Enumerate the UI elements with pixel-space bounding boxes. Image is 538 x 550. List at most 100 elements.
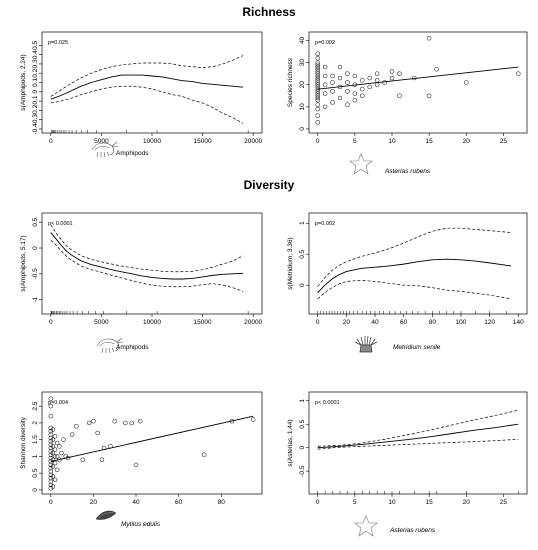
x-tick-label: 5 xyxy=(353,499,357,506)
data-point xyxy=(374,78,380,83)
fitted-line xyxy=(317,423,519,449)
p-value-annotation: p=0.004 xyxy=(48,400,68,406)
x-tick-label: 10 xyxy=(388,499,396,506)
data-point xyxy=(315,78,320,83)
plot-frame xyxy=(41,391,263,495)
data-point xyxy=(345,89,350,94)
y-tick-label: 1 xyxy=(299,399,306,403)
upper-confidence-line xyxy=(317,409,519,447)
y-tick-label: -0.4 xyxy=(32,123,39,135)
data-point xyxy=(322,82,328,87)
y-tick-label: -0.5 xyxy=(299,465,306,477)
x-tick-label: 15 xyxy=(426,138,434,145)
data-point xyxy=(315,113,320,118)
data-point xyxy=(50,427,56,432)
y-tick-label: 1.5 xyxy=(32,435,39,444)
x-axis-label: Asterias rubens xyxy=(384,168,431,175)
y-tick-label: 0.5 xyxy=(32,217,39,226)
y-axis-label: s(Metridium, 3.36) xyxy=(287,237,294,289)
data-point xyxy=(315,51,320,56)
fitted-line xyxy=(50,232,244,280)
data-point xyxy=(360,86,365,92)
data-point xyxy=(330,100,335,105)
lower-confidence-line xyxy=(50,240,244,292)
data-point xyxy=(337,95,343,101)
data-point xyxy=(86,420,92,426)
data-point xyxy=(129,420,135,426)
y-tick-label: 0 xyxy=(32,488,39,492)
data-point xyxy=(516,71,521,76)
x-axis-label: Amphipods xyxy=(116,150,149,157)
y-tick-label: 0.5 xyxy=(32,40,39,49)
data-point xyxy=(315,66,320,72)
data-point xyxy=(315,93,320,99)
y-tick-label: -0.5 xyxy=(32,268,39,280)
data-point xyxy=(374,82,380,87)
data-point xyxy=(315,60,320,65)
data-point xyxy=(52,434,58,439)
data-point xyxy=(101,445,107,451)
p-value-annotation: p=0.025 xyxy=(48,40,68,46)
lower-confidence-line xyxy=(317,438,519,450)
richness-title: Richness xyxy=(242,5,296,19)
data-point xyxy=(322,91,328,96)
x-tick-label: 20 xyxy=(463,499,471,506)
panel-p6: 0 5 10 15 20 25 -0.5 0 0.5 1 s(Asterias, 1.44) Aste… xyxy=(287,391,528,534)
lower-confidence-line xyxy=(50,85,244,124)
x-tick-label: 15 xyxy=(426,499,434,506)
x-axis-label: Asterias rubens xyxy=(389,527,436,534)
panel-p5: 0 20 40 60 80 0 0.5 1 1.5 2 2.5 Shannon diversity My… xyxy=(20,391,263,528)
x-tick-label: 5000 xyxy=(94,319,109,326)
data-point xyxy=(250,417,256,422)
data-point xyxy=(426,93,432,99)
data-point xyxy=(133,462,139,468)
upper-confidence-line xyxy=(317,227,512,287)
data-point xyxy=(360,78,365,83)
x-tick-label: 20 xyxy=(343,319,351,326)
panel-p4: 0 20 40 60 80 100 120 140 0 0.5 1 s(Metridium, 3.36… xyxy=(287,212,528,351)
data-point xyxy=(48,403,54,409)
data-point xyxy=(315,95,320,101)
data-point xyxy=(50,474,56,479)
data-point xyxy=(123,420,128,426)
data-point xyxy=(374,71,380,76)
data-point xyxy=(352,73,358,79)
y-tick-label: 0.2 xyxy=(32,68,39,77)
data-point xyxy=(330,73,335,79)
y-tick-label: 30 xyxy=(299,59,306,67)
data-point xyxy=(315,106,320,112)
data-point xyxy=(54,467,60,473)
data-point xyxy=(201,452,207,457)
data-point xyxy=(345,102,350,107)
data-point xyxy=(52,454,58,459)
data-point xyxy=(54,440,60,446)
data-point xyxy=(315,62,320,68)
x-tick-label: 0 xyxy=(49,319,53,326)
x-tick-label: 80 xyxy=(429,319,437,326)
data-point xyxy=(330,80,335,85)
plot-frame xyxy=(41,31,263,134)
y-axis-label: s(Amphipods, 2.24) xyxy=(20,54,27,110)
x-tick-label: 20 xyxy=(90,499,98,506)
upper-confidence-line xyxy=(50,55,244,97)
y-tick-label: 0.4 xyxy=(32,50,39,59)
data-point xyxy=(315,80,320,85)
data-point xyxy=(50,444,56,449)
y-tick-label: 1 xyxy=(299,221,306,225)
data-point xyxy=(315,82,320,87)
plot-frame xyxy=(308,391,528,495)
p-value-annotation: p< 0.0001 xyxy=(48,221,73,227)
data-point xyxy=(48,469,54,474)
p-value-annotation: p=0.002 xyxy=(315,221,335,227)
data-point xyxy=(99,457,105,463)
x-tick-label: 10000 xyxy=(143,319,161,326)
data-point xyxy=(48,396,54,402)
data-point xyxy=(337,75,343,81)
x-tick-label: 0 xyxy=(316,499,320,506)
data-point xyxy=(50,484,56,489)
x-tick-label: 20000 xyxy=(244,319,262,326)
data-point xyxy=(426,36,432,41)
data-point xyxy=(315,89,320,94)
data-point xyxy=(52,447,58,452)
